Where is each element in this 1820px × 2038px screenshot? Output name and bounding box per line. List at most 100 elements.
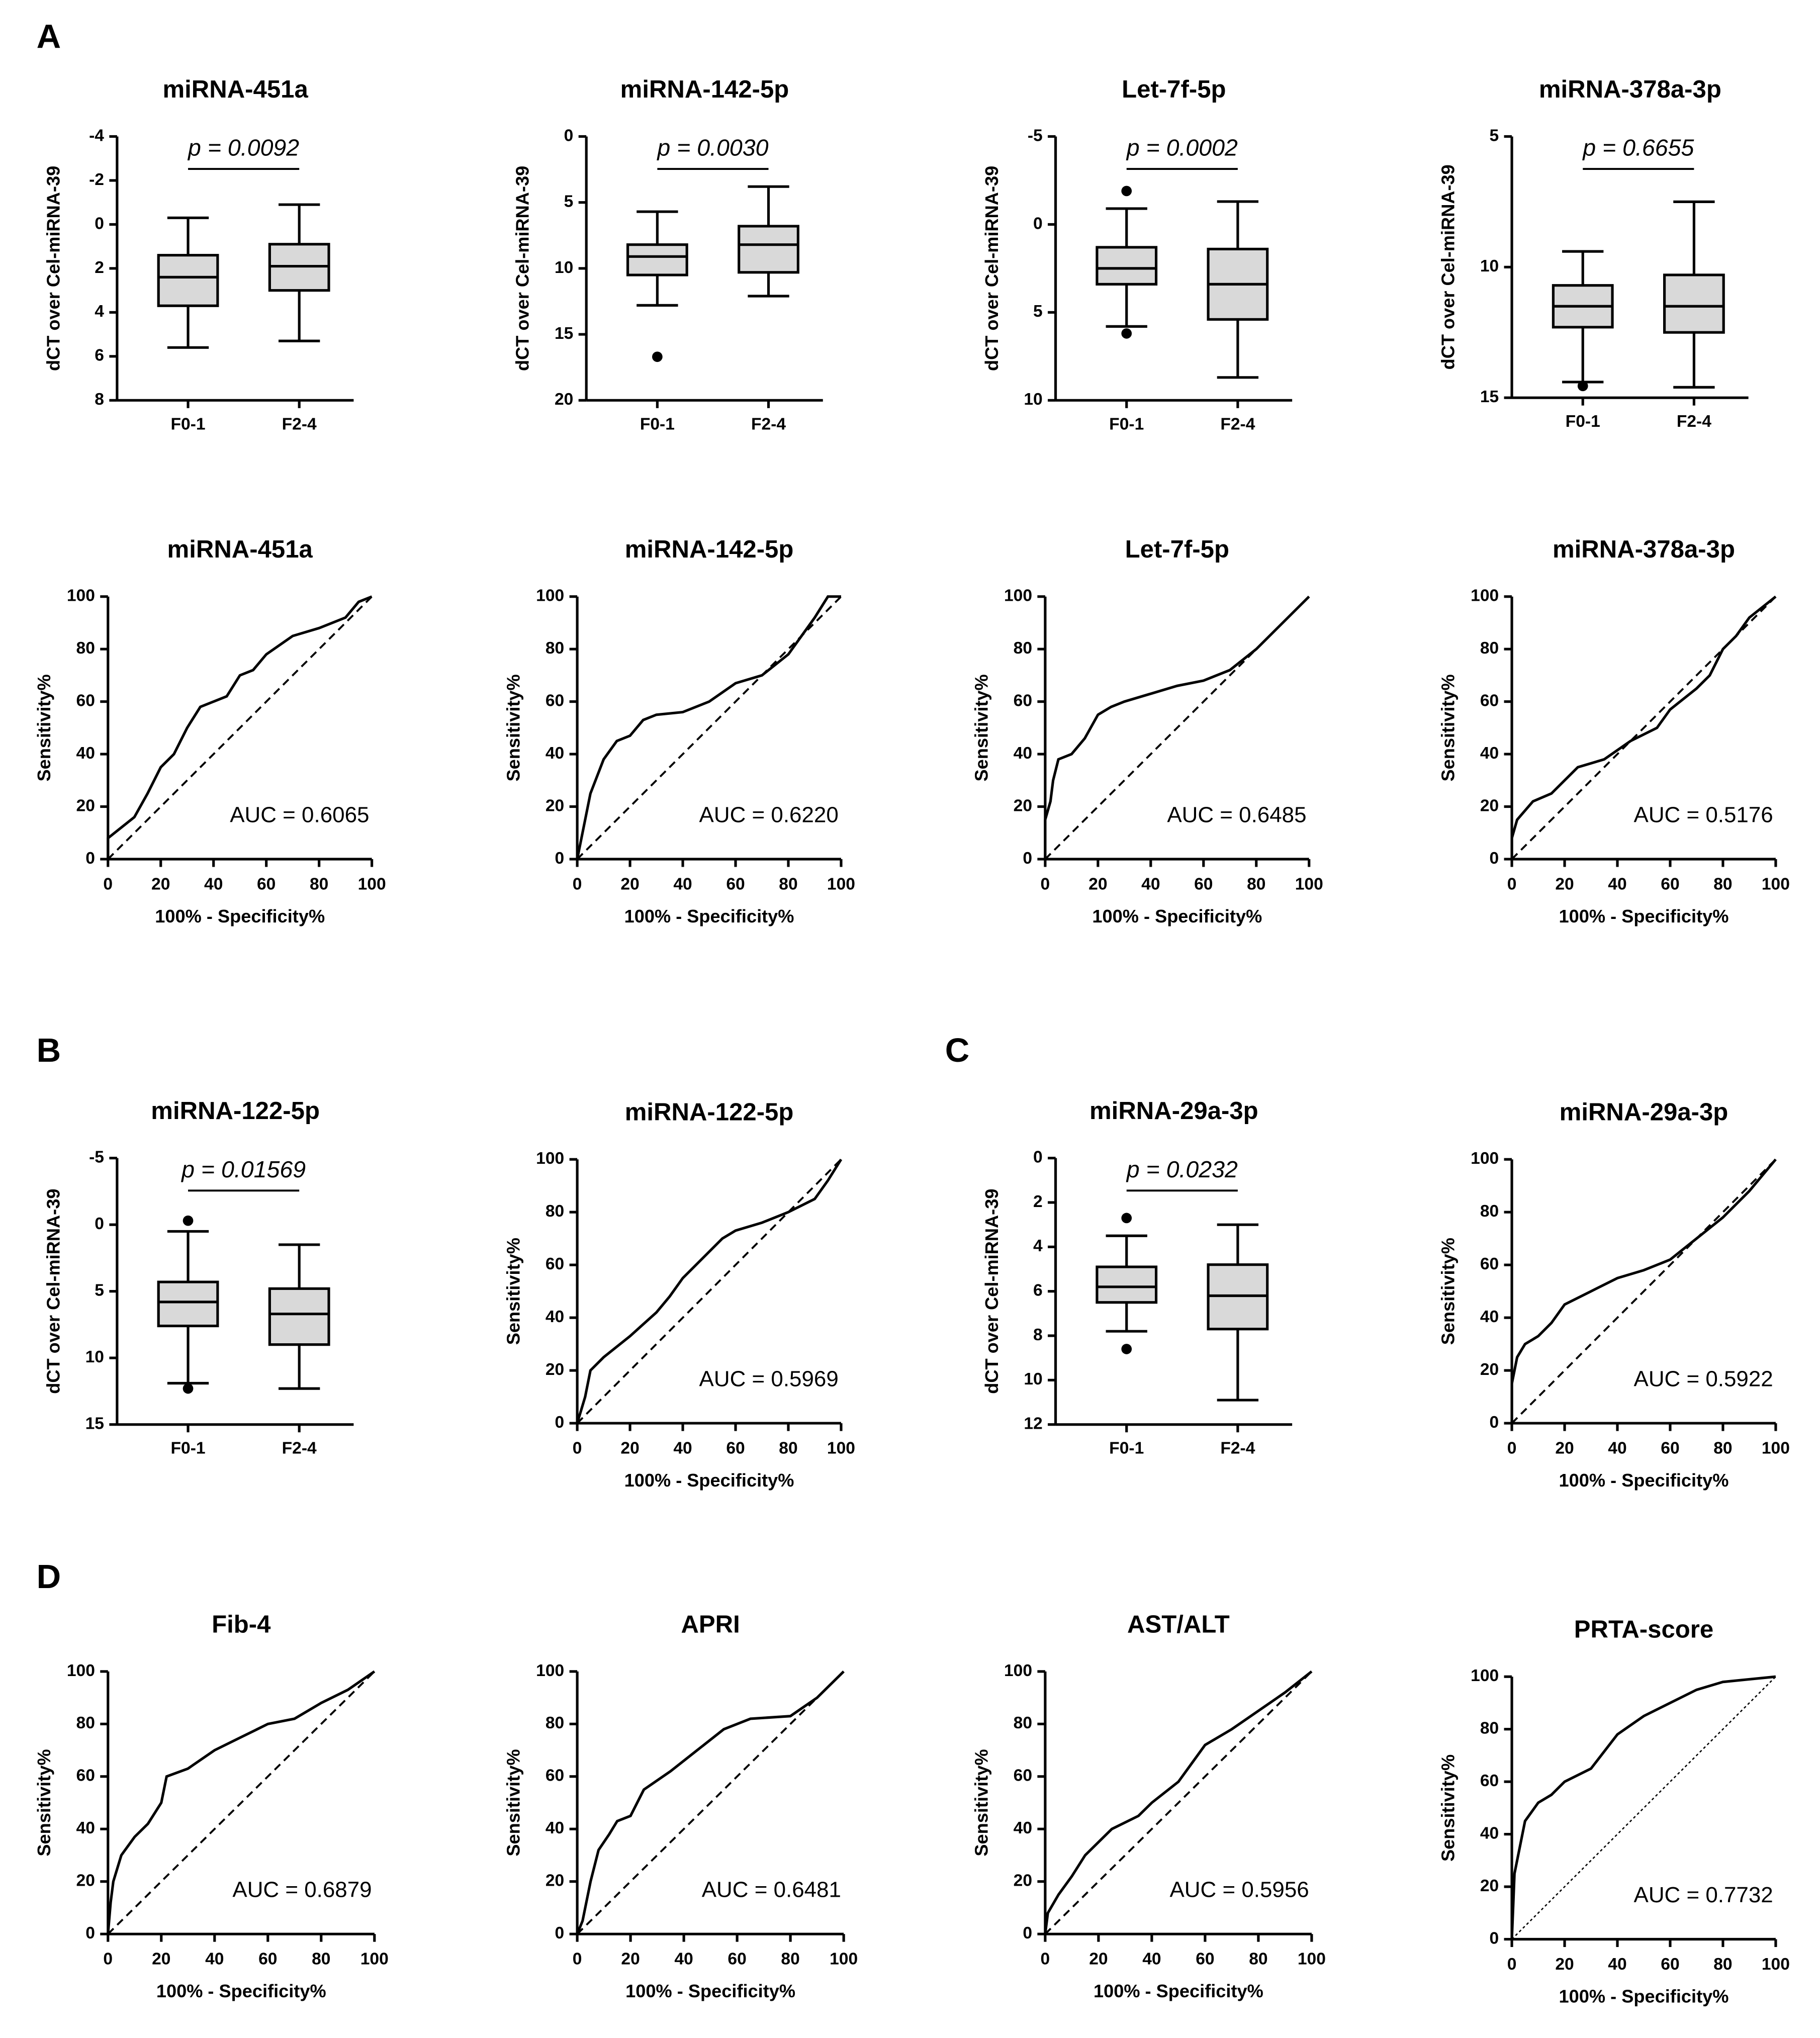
annotation: AUC = 0.7732 [1634, 1883, 1773, 1907]
x-tick-label: 0 [573, 1950, 582, 1969]
panel-label: B [37, 1032, 61, 1069]
y-tick-label: 0 [1490, 1929, 1499, 1948]
x-tick-label: 40 [1608, 875, 1626, 894]
outlier [1577, 381, 1588, 392]
reference-line [1511, 1158, 1777, 1424]
x-tick-label: 80 [779, 875, 797, 894]
x-tick-label: 80 [1713, 1439, 1732, 1458]
y-tick-label: 60 [76, 1767, 95, 1785]
x-tick-label: 80 [1249, 1950, 1267, 1969]
y-tick-label: 8 [95, 390, 104, 409]
y-axis-label: Sensitivity% [1438, 674, 1459, 781]
x-tick-label: 100 [360, 1950, 389, 1969]
y-tick-label: 100 [1004, 587, 1032, 605]
y-tick-label: 0 [555, 1924, 565, 1942]
y-axis-label: Sensitivity% [34, 674, 54, 781]
x-tick-label: 100 [1295, 875, 1323, 894]
annotation: p = 0.0232 [1126, 1156, 1238, 1182]
y-tick-label: 80 [545, 1202, 564, 1221]
x-tick-label: 40 [1142, 1950, 1161, 1969]
roc-curve [1510, 1675, 1776, 1939]
x-tick-label: 60 [258, 1950, 277, 1969]
y-tick-label: 100 [1004, 1661, 1032, 1680]
y-tick-label: -2 [89, 170, 104, 189]
y-tick-label: 40 [1480, 744, 1499, 763]
y-tick-label: 100 [536, 1661, 564, 1680]
annotation: p = 0.0030 [656, 135, 768, 161]
y-tick-label: 20 [1014, 1872, 1032, 1890]
y-tick-label: 15 [555, 324, 573, 343]
y-axis-label: Sensitivity% [1438, 1754, 1459, 1862]
x-tick-label: 0 [1507, 1439, 1517, 1458]
y-axis-label: dCT over Cel-miRNA-39 [512, 166, 533, 371]
x-tick-label: 80 [1713, 875, 1732, 894]
y-axis-label: Sensitivity% [1438, 1238, 1459, 1345]
y-tick-label: 20 [1480, 796, 1499, 815]
y-tick-label: 40 [1480, 1824, 1499, 1842]
annotation: AUC = 0.6481 [702, 1877, 841, 1902]
y-tick-label: 80 [1014, 639, 1032, 658]
y-tick-label: 8 [1033, 1326, 1043, 1344]
annotation: AUC = 0.6485 [1167, 802, 1306, 827]
y-tick-label: 40 [1480, 1308, 1499, 1326]
x-tick-label: 40 [1608, 1439, 1626, 1458]
chart-title: miRNA-142-5p [620, 76, 789, 103]
x-tick-label: 20 [620, 1439, 639, 1458]
y-tick-label: 40 [76, 744, 95, 763]
y-tick-label: 60 [545, 1767, 564, 1785]
y-tick-label: 0 [95, 1215, 104, 1233]
y-tick-label: -4 [89, 126, 104, 145]
y-tick-label: 40 [76, 1819, 95, 1837]
x-tick-label: 0 [1507, 875, 1517, 894]
y-tick-label: 20 [1480, 1877, 1499, 1895]
y-tick-label: 2 [95, 258, 104, 277]
annotation: AUC = 0.5969 [699, 1366, 839, 1391]
y-axis-label: dCT over Cel-miRNA-39 [43, 166, 63, 371]
x-tick-label: 80 [310, 875, 328, 894]
box [626, 243, 688, 276]
panel-label: C [945, 1032, 970, 1069]
chart-title: APRI [681, 1611, 740, 1638]
chart-title: miRNA-29a-3p [1560, 1099, 1728, 1126]
panel-label: A [37, 18, 61, 55]
x-tick-label: 40 [674, 1950, 693, 1969]
y-tick-label: 60 [1480, 692, 1499, 710]
x-tick-label: 100 [358, 875, 386, 894]
y-axis-label: Sensitivity% [971, 1749, 991, 1856]
chart-title: miRNA-29a-3p [1089, 1097, 1258, 1125]
y-tick-label: 0 [1490, 849, 1499, 868]
annotation: p = 0.0092 [187, 135, 299, 161]
outlier [1121, 1344, 1132, 1354]
x-tick-label: F0-1 [170, 1439, 205, 1458]
roc-curve [1510, 595, 1777, 859]
y-tick-label: 4 [1033, 1237, 1043, 1255]
y-tick-label: 20 [545, 796, 564, 815]
y-tick-label: -5 [89, 1148, 104, 1167]
roc-curve [1510, 1158, 1777, 1424]
reference-line [576, 1671, 845, 1935]
x-tick-label: F0-1 [170, 415, 205, 433]
y-axis-label: dCT over Cel-miRNA-39 [1438, 164, 1459, 369]
y-tick-label: 60 [545, 1255, 564, 1273]
annotation: AUC = 0.6065 [230, 802, 369, 827]
box [157, 254, 219, 307]
chart-title: Let-7f-5p [1122, 76, 1226, 103]
y-tick-label: 100 [1471, 587, 1499, 605]
y-tick-label: 40 [1014, 1819, 1032, 1837]
chart-title: miRNA-142-5p [625, 536, 794, 563]
chart-title: AST/ALT [1127, 1611, 1230, 1638]
y-tick-label: 12 [1024, 1415, 1042, 1433]
panel-label: D [37, 1558, 61, 1596]
y-tick-label: 40 [545, 1308, 564, 1326]
reference-line [107, 596, 373, 860]
x-tick-label: 100 [830, 1950, 858, 1969]
y-tick-label: 0 [555, 849, 565, 868]
reference-line [1511, 596, 1777, 860]
y-tick-label: 80 [1014, 1714, 1032, 1732]
x-tick-label: 100 [827, 1439, 855, 1458]
y-tick-label: 20 [555, 390, 573, 409]
y-tick-label: 5 [95, 1281, 104, 1300]
y-tick-label: 80 [76, 1714, 95, 1732]
annotation: p = 0.0002 [1126, 135, 1238, 161]
